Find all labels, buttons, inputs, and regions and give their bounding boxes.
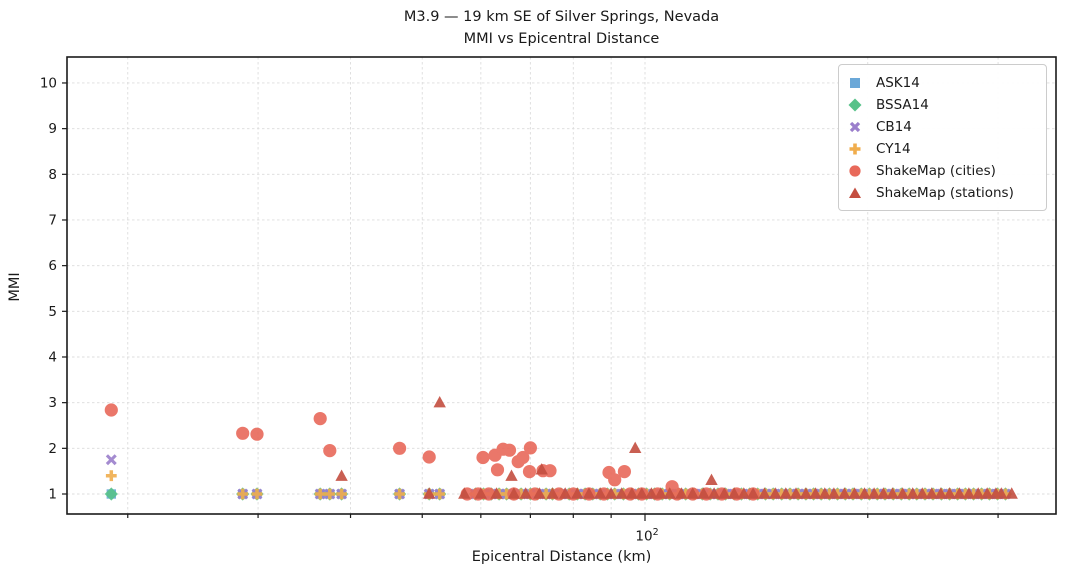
series-shakemap-cities--points [104, 403, 760, 501]
legend-entry-ask14: ASK14 [847, 72, 1036, 94]
y-axis-tick-labels: 1 2 3 4 5 6 7 8 9 10 [40, 75, 57, 502]
svg-text:5: 5 [48, 304, 57, 320]
svg-text:6: 6 [48, 258, 57, 274]
cities-circle-marker-icon [849, 165, 861, 177]
legend-label-bssa14: BSSA14 [876, 97, 929, 113]
svg-text:1: 1 [48, 487, 57, 503]
legend: ASK14 BSSA14 CB14 CY14 ShakeMap (cities) [838, 64, 1047, 211]
chart-title-line1: M3.9 — 19 km SE of Silver Springs, Nevad… [403, 9, 720, 25]
legend-entry-cy14: CY14 [847, 138, 1036, 160]
svg-text:4: 4 [48, 349, 57, 365]
legend-label-ask14: ASK14 [876, 75, 920, 91]
ask14-square-marker-icon [850, 78, 860, 88]
chart-title-line2: MMI vs Epicentral Distance [463, 31, 660, 47]
series-shakemap-stations--points [335, 396, 1018, 499]
svg-text:7: 7 [48, 212, 57, 228]
cb14-x-marker-icon [849, 121, 861, 133]
x-tick-exponent: 2 [652, 527, 659, 538]
legend-entry-shakemap-cities: ShakeMap (cities) [847, 160, 1036, 182]
stations-triangle-marker-icon [849, 187, 861, 198]
svg-text:8: 8 [48, 167, 57, 183]
x-tick-base: 10 [635, 528, 653, 545]
svg-text:2: 2 [48, 441, 57, 457]
legend-entry-shakemap-stations: ShakeMap (stations) [847, 182, 1036, 204]
legend-entry-cb14: CB14 [847, 116, 1036, 138]
legend-label-shakemap-stations: ShakeMap (stations) [876, 185, 1014, 201]
y-axis-label: MMI [7, 272, 23, 302]
x-axis-label: Epicentral Distance (km) [471, 549, 652, 565]
bssa14-diamond-marker-icon [848, 98, 862, 112]
cy14-plus-marker-icon [849, 143, 861, 155]
plot-frame [66, 56, 1057, 515]
svg-text:9: 9 [48, 121, 57, 137]
svg-text:10: 10 [40, 75, 57, 91]
legend-label-cb14: CB14 [876, 119, 912, 135]
legend-label-shakemap-cities: ShakeMap (cities) [876, 163, 996, 179]
legend-label-cy14: CY14 [876, 141, 911, 157]
x-axis-major-tick-label: 102 [625, 527, 669, 545]
legend-entry-bssa14: BSSA14 [847, 94, 1036, 116]
svg-text:3: 3 [48, 395, 57, 411]
